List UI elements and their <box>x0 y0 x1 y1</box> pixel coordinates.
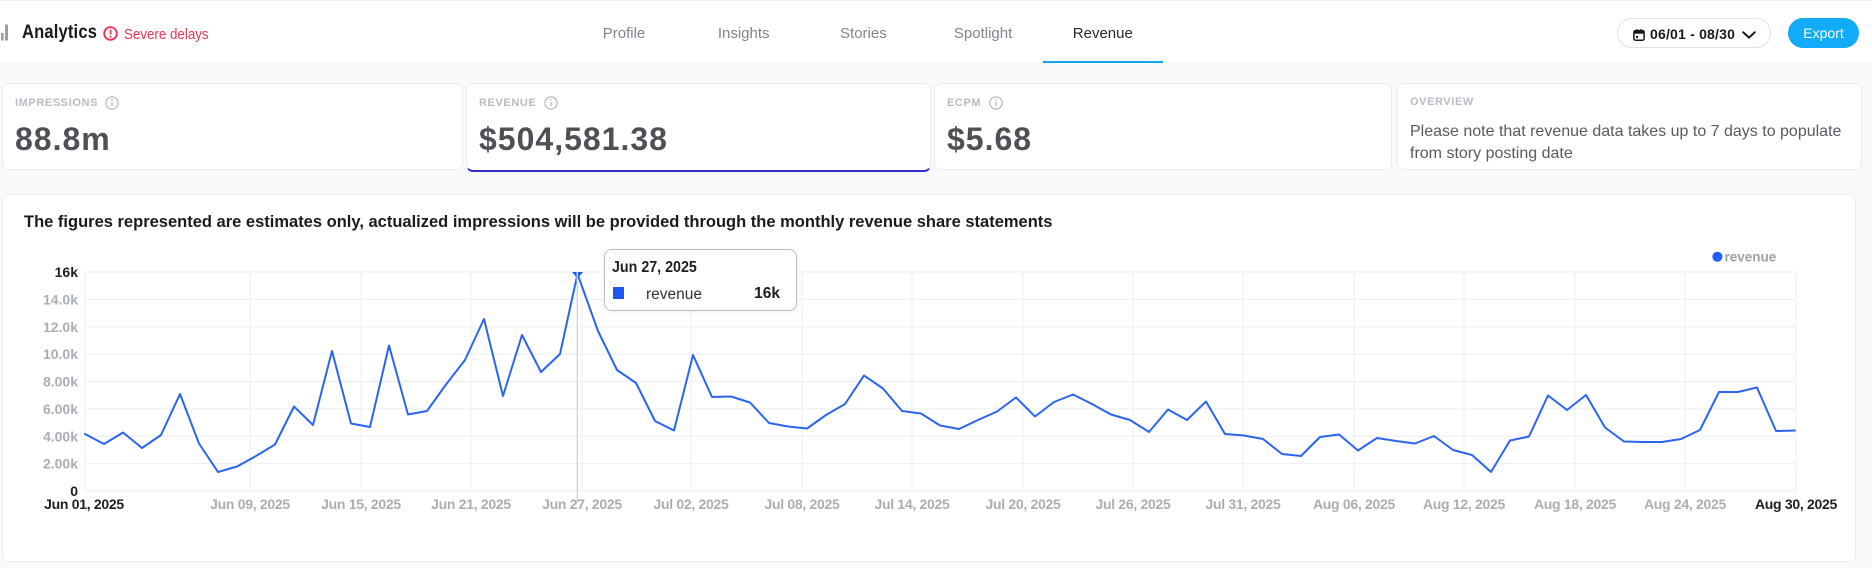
svg-text:Jun 01, 2025: Jun 01, 2025 <box>44 496 124 512</box>
svg-text:Aug 18, 2025: Aug 18, 2025 <box>1534 496 1617 512</box>
svg-text:8.00k: 8.00k <box>43 374 78 390</box>
svg-text:Jun 15, 2025: Jun 15, 2025 <box>321 496 401 512</box>
svg-text:Jun 09, 2025: Jun 09, 2025 <box>210 496 290 512</box>
svg-text:revenue: revenue <box>1725 250 1777 265</box>
svg-text:10.0k: 10.0k <box>43 346 78 362</box>
svg-text:16k: 16k <box>55 264 79 280</box>
svg-text:Aug 30, 2025: Aug 30, 2025 <box>1755 496 1838 512</box>
svg-text:Jul 26, 2025: Jul 26, 2025 <box>1095 496 1171 512</box>
svg-text:Aug 12, 2025: Aug 12, 2025 <box>1423 496 1506 512</box>
svg-text:14.0k: 14.0k <box>43 291 78 307</box>
svg-text:Aug 06, 2025: Aug 06, 2025 <box>1313 496 1396 512</box>
svg-text:Jul 14, 2025: Jul 14, 2025 <box>874 496 950 512</box>
svg-text:0: 0 <box>70 483 78 499</box>
svg-text:Jul 08, 2025: Jul 08, 2025 <box>764 496 840 512</box>
svg-text:6.00k: 6.00k <box>43 401 78 417</box>
svg-text:4.00k: 4.00k <box>43 428 78 444</box>
svg-text:Jul 02, 2025: Jul 02, 2025 <box>653 496 729 512</box>
svg-text:2.00k: 2.00k <box>43 456 78 472</box>
svg-text:Jun 27, 2025: Jun 27, 2025 <box>542 496 622 512</box>
svg-text:Jun 21, 2025: Jun 21, 2025 <box>431 496 511 512</box>
svg-text:12.0k: 12.0k <box>43 319 78 335</box>
svg-text:Aug 24, 2025: Aug 24, 2025 <box>1644 496 1727 512</box>
svg-text:Jul 20, 2025: Jul 20, 2025 <box>985 496 1061 512</box>
svg-text:Jul 31, 2025: Jul 31, 2025 <box>1205 496 1281 512</box>
